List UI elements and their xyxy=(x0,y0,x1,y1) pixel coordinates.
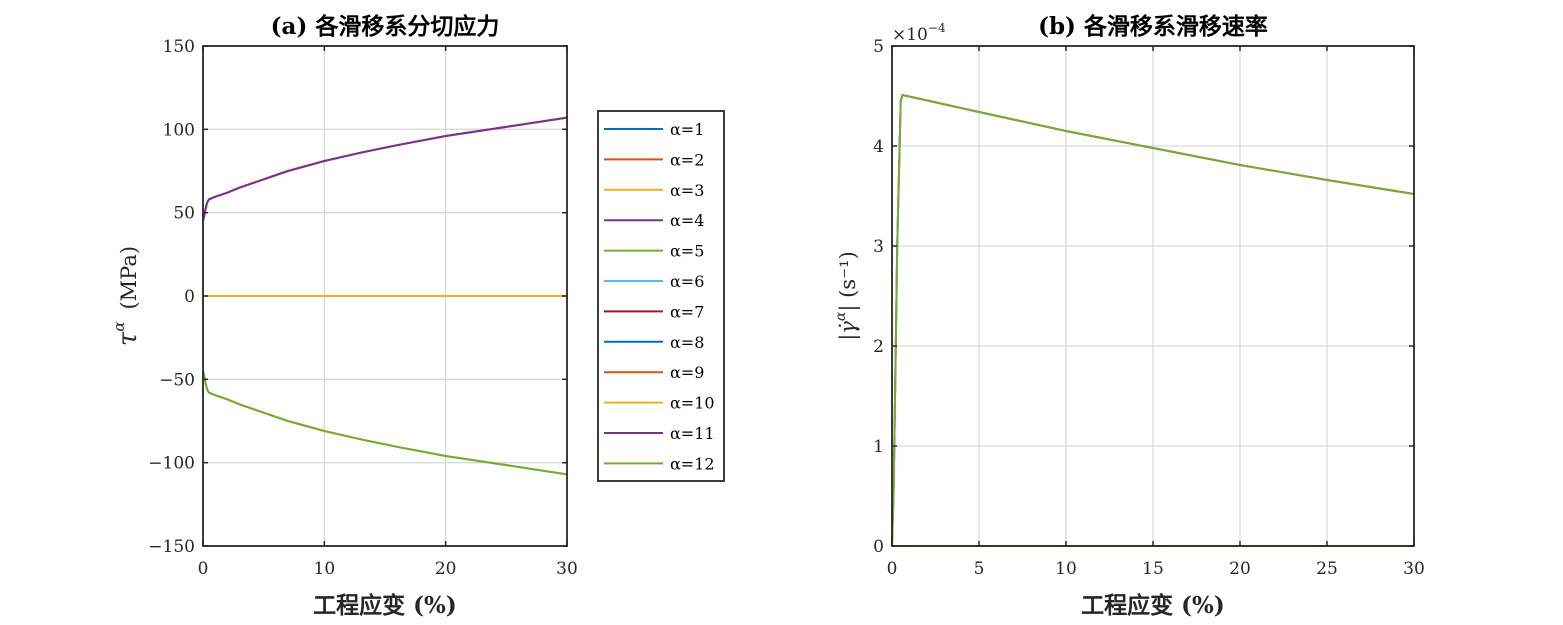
legend-items: α=1 α=2 α=3 α=4 α=5 α=6 α=7 α=8 α=9 α=10 α=11 α=12 xyxy=(604,120,715,473)
panel-a-ylabel-sup: α xyxy=(110,322,128,332)
panel-b-series-line-2 xyxy=(891,94,1415,547)
panel-b-ytick-label: 1 xyxy=(873,437,884,457)
panel-a-ytick-label: 0 xyxy=(184,287,195,307)
panel-a-title: (a) 各滑移系分切应力 xyxy=(271,13,500,40)
panel-b-title: (b) 各滑移系滑移速率 xyxy=(1038,13,1268,40)
legend-label: α=9 xyxy=(670,363,704,382)
panel-b-xtick-label: 5 xyxy=(974,559,985,579)
panel-b-ylabel: |γ̇α| (s⁻¹) xyxy=(833,251,861,341)
panel-b-xlabel: 工程应变 (%) xyxy=(1081,592,1225,619)
panel-b-xtick-label: 15 xyxy=(1142,559,1164,579)
panel-b-xtick-label: 10 xyxy=(1055,559,1077,579)
legend-label: α=3 xyxy=(670,181,704,200)
legend-box xyxy=(597,110,725,482)
panel-b-ylabel-unit: | (s⁻¹) xyxy=(836,251,861,311)
panel-a-ytick-label: −100 xyxy=(148,454,195,474)
panel-b-ytick-label: 3 xyxy=(873,237,884,257)
panel-a-lines xyxy=(202,116,568,476)
legend-label: α=7 xyxy=(670,302,704,321)
panel-b-exponent: ×10−4 xyxy=(892,21,946,45)
legend-label: α=1 xyxy=(670,120,704,139)
svg-text:τα(MPa): τα (MPa) xyxy=(110,246,143,346)
panel-a-ytick-label: 150 xyxy=(163,37,195,57)
legend-label: α=4 xyxy=(670,211,704,230)
panel-a-ylabel-symbol: τ xyxy=(113,331,143,346)
legend-label: α=6 xyxy=(670,272,704,291)
panel-b-ytick-label: 4 xyxy=(873,137,884,157)
legend-label: α=10 xyxy=(670,394,715,413)
panel-a-series-line-12 xyxy=(202,370,568,476)
panel-a-series-line-11 xyxy=(202,116,568,222)
legend-label: α=8 xyxy=(670,333,704,352)
legend: α=1 α=2 α=3 α=4 α=5 α=6 α=7 α=8 α=9 α=10 α=11 α=12 xyxy=(597,110,725,482)
svg-text:|γ̇α| (s⁻¹): |γ̇α| (s⁻¹) xyxy=(833,251,861,341)
panel-a-ylabel-unit: (MPa) xyxy=(117,246,141,310)
legend-label: α=5 xyxy=(670,242,704,261)
panel-b-exponent-power: −4 xyxy=(928,21,946,35)
panel-a: 0 10 20 30 −150 −100 −50 0 50 100 150 (a) 各滑移系分切应力… xyxy=(110,13,725,619)
panel-b-ytick-label: 0 xyxy=(873,537,884,557)
panel-a-xtick-label: 10 xyxy=(314,559,336,579)
panel-a-ytick-label: −50 xyxy=(159,370,195,390)
legend-label: α=12 xyxy=(670,454,715,473)
panel-b-xtick-label: 25 xyxy=(1316,559,1338,579)
panel-b-ylabel-symbol: |γ̇ xyxy=(836,321,861,341)
panel-a-ytick-label: −150 xyxy=(148,537,195,557)
panel-a-series-line-4 xyxy=(202,116,568,222)
panel-b-ytick-label: 2 xyxy=(873,337,884,357)
panel-b-ticks: 0 5 10 15 20 25 30 0 1 2 3 4 5 xyxy=(873,37,1425,579)
panel-a-series-line-5 xyxy=(202,370,568,476)
panel-a-xlabel: 工程应变 (%) xyxy=(313,592,457,619)
legend-label: α=11 xyxy=(670,424,715,443)
panel-b-exponent-base: ×10 xyxy=(892,25,928,45)
panel-b-ylabel-sup: α xyxy=(833,311,849,321)
panel-a-ytick-label: 100 xyxy=(163,120,195,140)
panel-a-ylabel: τα (MPa) xyxy=(110,246,143,346)
panel-b-xtick-label: 20 xyxy=(1229,559,1251,579)
panel-b-xtick-label: 0 xyxy=(887,559,898,579)
panel-b: 0 5 10 15 20 25 30 0 1 2 3 4 5 (b) 各滑移系滑移速率 工程应变 (%)… xyxy=(833,13,1425,619)
panel-a-ticks: 0 10 20 30 −150 −100 −50 0 50 100 150 xyxy=(148,37,578,579)
panel-a-xtick-label: 30 xyxy=(556,559,578,579)
panel-b-ytick-label: 5 xyxy=(873,37,884,57)
panel-a-xtick-label: 0 xyxy=(198,559,209,579)
panel-b-xtick-label: 30 xyxy=(1403,559,1425,579)
panel-a-xtick-label: 20 xyxy=(435,559,457,579)
panel-b-grid xyxy=(892,46,1414,546)
legend-label: α=2 xyxy=(670,150,704,169)
panel-a-ytick-label: 50 xyxy=(173,204,195,224)
